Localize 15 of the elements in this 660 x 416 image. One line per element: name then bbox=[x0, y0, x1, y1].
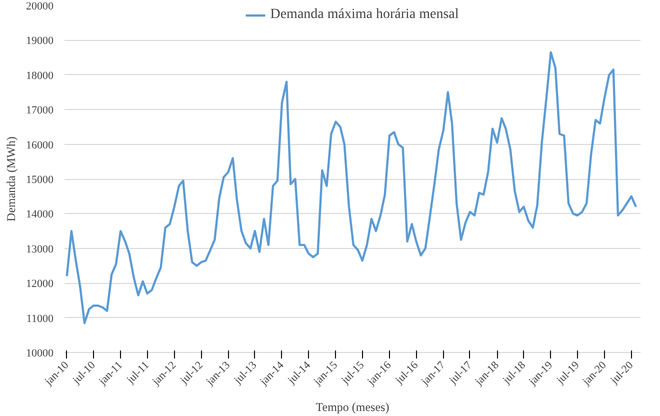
y-tick-label: 11000 bbox=[26, 312, 54, 325]
y-axis-title: Demanda (MWh) bbox=[4, 136, 18, 222]
y-tick-label: 14000 bbox=[26, 208, 54, 221]
line-series bbox=[66, 51, 638, 324]
legend-label: Demanda máxima horária mensal bbox=[270, 7, 459, 23]
y-tick-label: 20000 bbox=[26, 0, 54, 12]
y-tick-label: 15000 bbox=[26, 174, 54, 186]
y-tick-label: 18000 bbox=[26, 70, 54, 82]
y-tick-label: 19000 bbox=[26, 35, 54, 48]
y-tick-label: 13000 bbox=[26, 243, 54, 256]
y-tick-label: 16000 bbox=[26, 139, 54, 152]
y-tick-label: 10000 bbox=[26, 348, 54, 360]
y-tick-label: 12000 bbox=[26, 278, 54, 290]
y-tick-label: 17000 bbox=[26, 104, 54, 117]
x-axis-title: Tempo (meses) bbox=[316, 400, 390, 414]
